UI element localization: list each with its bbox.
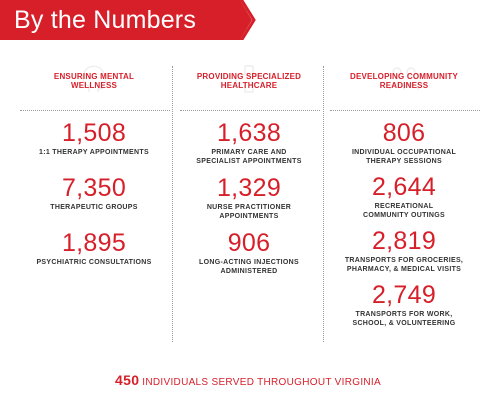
stat-value: 1,329 (216, 174, 282, 202)
column-mental-wellness: ENSURING MENTAL WELLNESS (14, 62, 174, 104)
column-divider (172, 66, 173, 342)
column-heading: PROVIDING SPECIALIZED HEALTHCARE (176, 62, 322, 104)
stat-value: 906 (227, 229, 271, 257)
stat-item: 806 INDIVIDUAL OCCUPATIONAL THERAPY SESS… (326, 120, 482, 166)
individuals-count: 450 (115, 372, 140, 388)
stat-value: 806 (382, 119, 426, 147)
divider (180, 110, 320, 111)
stat-label: TRANSPORTS FOR GROCERIES, PHARMACY, & ME… (344, 257, 464, 273)
page-title: By the Numbers (14, 6, 197, 34)
footer-text: INDIVIDUALS SERVED THROUGHOUT VIRGINIA (142, 377, 381, 388)
medical-icon (235, 65, 263, 93)
stat-value: 2,749 (371, 281, 437, 309)
column-divider (323, 66, 324, 342)
stat-value: 2,819 (371, 227, 437, 255)
stat-value: 7,350 (61, 174, 127, 202)
stat-label: NURSE PRACTITIONER APPOINTMENTS (206, 204, 292, 220)
column-heading: DEVELOPING COMMUNITY READINESS (326, 62, 482, 104)
stat-label: THERAPEUTIC GROUPS (50, 204, 138, 211)
divider (330, 110, 480, 111)
stat-item: 2,819 TRANSPORTS FOR GROCERIES, PHARMACY… (326, 228, 482, 274)
stat-value: 1,895 (61, 229, 127, 257)
head-icon (82, 65, 107, 92)
stat-label: INDIVIDUAL OCCUPATIONAL THERAPY SESSIONS (351, 149, 457, 165)
stat-item: 2,644 RECREATIONAL COMMUNITY OUTINGS (326, 174, 482, 220)
stat-label: 1:1 THERAPY APPOINTMENTS (39, 149, 149, 156)
stat-item: 1,638 PRIMARY CARE AND SPECIALIST APPOIN… (176, 120, 322, 166)
community-icon (389, 67, 419, 91)
column-specialized-healthcare: PROVIDING SPECIALIZED HEALTHCARE (176, 62, 322, 104)
stat-label: TRANSPORTS FOR WORK, SCHOOL, & VOLUNTEER… (352, 311, 456, 327)
stat-item: 906 LONG-ACTING INJECTIONS ADMINISTERED (176, 230, 322, 276)
banner-shape (0, 0, 256, 40)
stat-item: 7,350 THERAPEUTIC GROUPS (14, 175, 174, 212)
column-community-readiness: DEVELOPING COMMUNITY READINESS (326, 62, 482, 104)
stat-item: 1,329 NURSE PRACTITIONER APPOINTMENTS (176, 175, 322, 221)
stat-label: LONG-ACTING INJECTIONS ADMINISTERED (199, 259, 299, 275)
stat-value: 1,508 (61, 119, 127, 147)
stat-item: 2,749 TRANSPORTS FOR WORK, SCHOOL, & VOL… (326, 282, 482, 328)
stat-label: RECREATIONAL COMMUNITY OUTINGS (363, 203, 445, 219)
divider (20, 110, 170, 111)
stat-value: 2,644 (371, 173, 437, 201)
stat-label: PSYCHIATRIC CONSULTATIONS (36, 259, 152, 266)
stat-item: 1,508 1:1 THERAPY APPOINTMENTS (14, 120, 174, 157)
stat-label: PRIMARY CARE AND SPECIALIST APPOINTMENTS (196, 149, 302, 165)
stat-item: 1,895 PSYCHIATRIC CONSULTATIONS (14, 230, 174, 267)
header-banner: By the Numbers (0, 0, 256, 40)
stat-value: 1,638 (216, 119, 282, 147)
footer-summary: 450 INDIVIDUALS SERVED THROUGHOUT VIRGINI… (0, 372, 496, 388)
column-heading: ENSURING MENTAL WELLNESS (14, 62, 174, 104)
